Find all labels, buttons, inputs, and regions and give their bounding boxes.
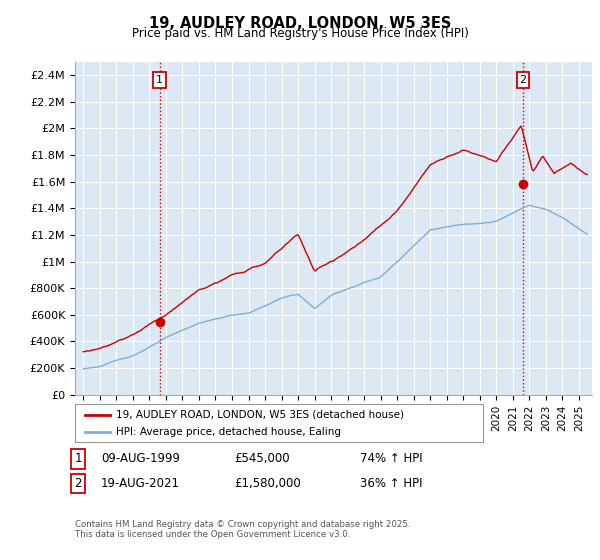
Text: 19-AUG-2021: 19-AUG-2021	[101, 477, 180, 490]
Text: 74% ↑ HPI: 74% ↑ HPI	[360, 452, 422, 465]
Text: 19, AUDLEY ROAD, LONDON, W5 3ES: 19, AUDLEY ROAD, LONDON, W5 3ES	[149, 16, 451, 31]
Text: 19, AUDLEY ROAD, LONDON, W5 3ES (detached house): 19, AUDLEY ROAD, LONDON, W5 3ES (detache…	[116, 409, 404, 419]
Text: HPI: Average price, detached house, Ealing: HPI: Average price, detached house, Eali…	[116, 427, 341, 437]
Text: £1,580,000: £1,580,000	[234, 477, 301, 490]
Text: 09-AUG-1999: 09-AUG-1999	[101, 452, 180, 465]
Text: 2: 2	[74, 477, 82, 490]
Text: Contains HM Land Registry data © Crown copyright and database right 2025.
This d: Contains HM Land Registry data © Crown c…	[75, 520, 410, 539]
Text: Price paid vs. HM Land Registry's House Price Index (HPI): Price paid vs. HM Land Registry's House …	[131, 27, 469, 40]
Text: 2: 2	[520, 75, 527, 85]
Text: 36% ↑ HPI: 36% ↑ HPI	[360, 477, 422, 490]
Text: 1: 1	[74, 452, 82, 465]
Text: £545,000: £545,000	[234, 452, 290, 465]
Text: 1: 1	[156, 75, 163, 85]
